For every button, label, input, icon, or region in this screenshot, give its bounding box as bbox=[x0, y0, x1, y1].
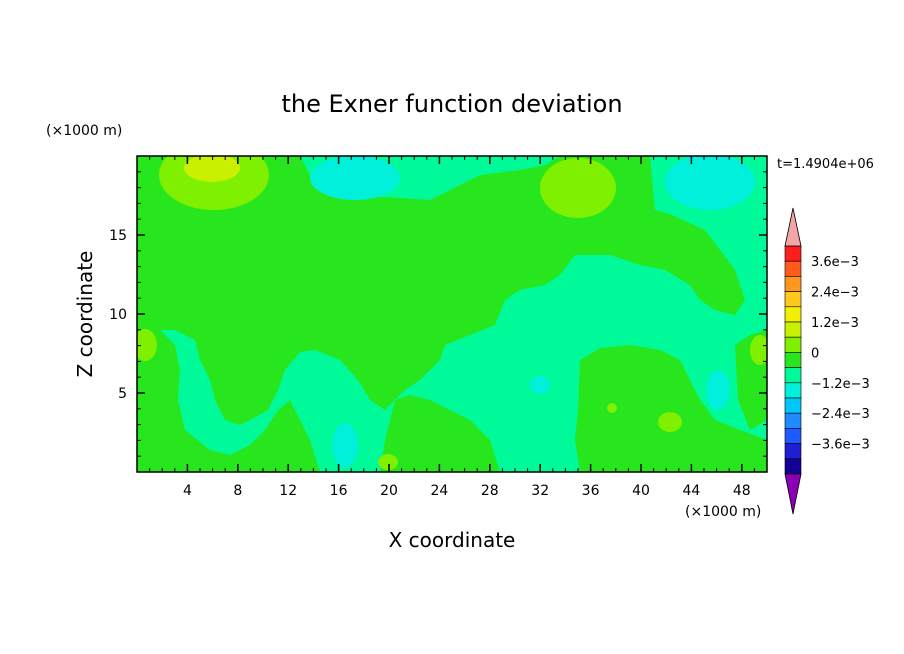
region-neg-top-center bbox=[310, 156, 400, 200]
region-high-topleft bbox=[184, 156, 240, 182]
colorbar-swatch bbox=[784, 352, 802, 368]
y-tick-label: 15 bbox=[109, 228, 127, 244]
colorbar-swatch bbox=[784, 245, 802, 262]
x-tick-label: 12 bbox=[279, 483, 297, 499]
y-tick-label: 5 bbox=[118, 386, 127, 402]
region-mid-topright bbox=[540, 158, 616, 218]
region-mid-blob-rightedge bbox=[750, 335, 767, 365]
colorbar-swatch bbox=[784, 382, 802, 399]
colorbar-swatch bbox=[784, 306, 802, 323]
colorbar-swatch bbox=[784, 260, 802, 277]
colorbar-label: 2.4e−3 bbox=[811, 286, 859, 301]
colorbar-label: 3.6e−3 bbox=[811, 255, 859, 270]
region-neg-right bbox=[706, 370, 730, 410]
region-neg-bottom-left bbox=[332, 423, 358, 467]
region-mid-blob-bottom bbox=[378, 454, 398, 470]
x-axis-label: X coordinate bbox=[389, 528, 516, 552]
y-axis-ticks: 5 10 15 bbox=[109, 171, 767, 457]
y-tick-label: 10 bbox=[109, 307, 127, 323]
colorbar: 3.6e−3 2.4e−3 1.2e−3 0 −1.2e−3 −2.4e−3 −3.6e−3 bbox=[784, 207, 870, 515]
colorbar-swatch bbox=[784, 397, 802, 414]
region-mid-blob-small bbox=[607, 403, 617, 413]
x-tick-label: 48 bbox=[733, 483, 751, 499]
colorbar-swatch bbox=[784, 276, 802, 292]
colorbar-swatch bbox=[784, 428, 802, 444]
region-neg-middle bbox=[530, 376, 550, 394]
colorbar-swatch bbox=[784, 291, 802, 308]
x-tick-label: 8 bbox=[233, 483, 242, 499]
y-axis-label: Z coordinate bbox=[73, 251, 97, 378]
x-tick-label: 40 bbox=[632, 483, 650, 499]
x-tick-label: 36 bbox=[582, 483, 600, 499]
x-axis-unit: (×1000 m) bbox=[685, 504, 761, 520]
chart-title: the Exner function deviation bbox=[281, 90, 622, 118]
region-positive-lowerleft bbox=[137, 330, 320, 472]
time-label: t=1.4904e+06 bbox=[777, 157, 874, 172]
colorbar-label: 0 bbox=[811, 346, 819, 361]
colorbar-under-triangle bbox=[784, 473, 802, 515]
colorbar-label: −2.4e−3 bbox=[811, 407, 870, 422]
colorbar-over-triangle bbox=[784, 207, 802, 247]
x-tick-label: 32 bbox=[531, 483, 549, 499]
y-axis-unit: (×1000 m) bbox=[46, 123, 122, 139]
x-axis-ticks: 4 8 12 16 20 24 28 32 36 40 44 48 bbox=[149, 156, 755, 499]
region-positive-center bbox=[137, 156, 745, 425]
x-tick-label: 20 bbox=[380, 483, 398, 499]
colorbar-swatch bbox=[784, 412, 802, 429]
colorbar-swatch bbox=[784, 458, 802, 475]
region-mid-blob-right bbox=[658, 412, 682, 432]
colorbar-swatch bbox=[784, 443, 802, 460]
x-tick-label: 28 bbox=[481, 483, 499, 499]
region-positive-lowerright bbox=[575, 345, 767, 472]
region-mid-blob-left bbox=[137, 329, 157, 361]
x-tick-label: 24 bbox=[430, 483, 448, 499]
colorbar-swatch bbox=[784, 367, 802, 384]
x-tick-label: 4 bbox=[183, 483, 192, 499]
contour-field bbox=[137, 156, 767, 472]
x-tick-label: 16 bbox=[330, 483, 348, 499]
colorbar-swatch bbox=[784, 321, 802, 338]
region-neg-top-right bbox=[665, 156, 755, 210]
colorbar-swatch bbox=[784, 336, 802, 353]
x-tick-label: 44 bbox=[682, 483, 700, 499]
colorbar-label: 1.2e−3 bbox=[811, 316, 859, 331]
colorbar-label: −1.2e−3 bbox=[811, 377, 870, 392]
colorbar-label: −3.6e−3 bbox=[811, 438, 870, 453]
region-positive-lowercenter bbox=[380, 395, 500, 472]
